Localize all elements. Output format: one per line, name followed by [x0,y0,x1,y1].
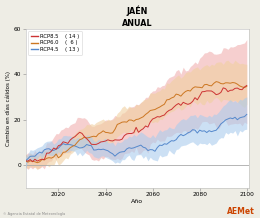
Y-axis label: Cambio en días cálidos (%): Cambio en días cálidos (%) [5,71,11,146]
Text: AEMet: AEMet [227,207,255,216]
Title: JAÉN
ANUAL: JAÉN ANUAL [122,5,153,28]
X-axis label: Año: Año [131,199,143,204]
Legend: RCP8.5    ( 14 ), RCP6.0    (  6 ), RCP4.5    ( 13 ): RCP8.5 ( 14 ), RCP6.0 ( 6 ), RCP4.5 ( 13… [28,31,82,55]
Text: © Agencia Estatal de Meteorología: © Agencia Estatal de Meteorología [3,212,65,216]
